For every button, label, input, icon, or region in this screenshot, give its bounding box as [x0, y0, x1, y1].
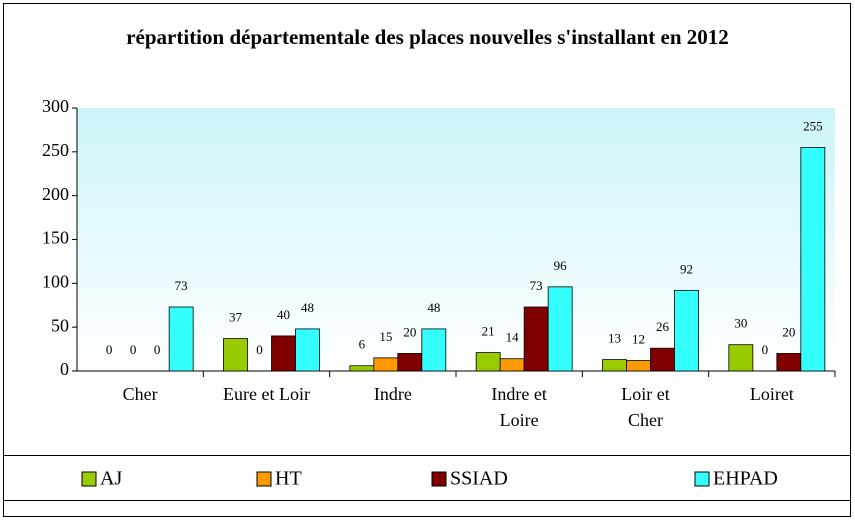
data-label: 12	[632, 331, 645, 346]
data-label: 15	[379, 329, 392, 344]
data-label: 30	[734, 316, 747, 331]
bar	[373, 357, 399, 372]
data-label: 20	[782, 324, 795, 339]
plot-area	[77, 108, 835, 371]
bar	[650, 347, 675, 372]
y-tick-label: 200	[42, 184, 69, 204]
bar	[776, 353, 802, 372]
chart-title: répartition départementale des places no…	[126, 25, 729, 49]
y-tick-label: 100	[42, 271, 69, 291]
data-label: 48	[427, 300, 440, 315]
data-label: 48	[301, 300, 314, 315]
legend-swatch	[81, 471, 97, 487]
data-label: 26	[656, 319, 670, 334]
x-tick-label: Loiret	[749, 384, 794, 404]
bar	[800, 147, 826, 372]
y-tick-label: 300	[42, 96, 69, 116]
x-tick-label: Indre et Loire	[491, 384, 547, 430]
bar	[421, 328, 447, 372]
bar	[728, 344, 754, 372]
legend-swatch	[256, 471, 272, 487]
bar	[602, 359, 627, 372]
data-label: 20	[403, 324, 416, 339]
data-label: 21	[482, 324, 495, 339]
bar	[271, 335, 296, 372]
data-label: 14	[506, 330, 520, 345]
bar	[547, 286, 573, 372]
legend-label: SSIAD	[450, 468, 508, 490]
data-label: 13	[608, 331, 621, 346]
bar	[523, 306, 549, 372]
data-label: 96	[554, 258, 568, 273]
bar	[168, 306, 194, 372]
y-tick-label: 50	[51, 315, 69, 335]
bar	[223, 338, 248, 372]
legend-swatch	[694, 471, 710, 487]
legend-label: HT	[275, 468, 302, 490]
bar	[349, 365, 375, 372]
bar	[475, 352, 501, 372]
x-tick-label: Cher	[122, 384, 158, 404]
y-tick-label: 150	[42, 228, 69, 248]
y-tick-label: 0	[60, 359, 69, 379]
data-label: 0	[106, 342, 113, 357]
legend-swatch	[431, 471, 447, 487]
bar	[499, 358, 525, 372]
data-label: 40	[277, 307, 290, 322]
x-tick-label: Indre	[373, 384, 412, 404]
data-label: 0	[154, 342, 161, 357]
data-label: 6	[359, 337, 366, 352]
title-box: répartition départementale des places no…	[126, 25, 729, 49]
data-label: 73	[175, 278, 188, 293]
x-tick-label: Loir et Cher	[621, 384, 670, 430]
data-label: 0	[130, 342, 137, 357]
bar	[397, 353, 423, 372]
data-label: 0	[256, 342, 263, 357]
bar	[626, 360, 651, 372]
y-tick-label: 250	[42, 140, 69, 160]
data-label: 73	[530, 278, 543, 293]
data-label: 37	[229, 310, 243, 325]
data-label: 0	[762, 342, 769, 357]
legend-label: EHPAD	[713, 468, 778, 490]
data-label: 92	[680, 261, 693, 276]
bar	[674, 289, 699, 372]
x-tick-label: Eure et Loir	[223, 384, 310, 404]
data-label: 255	[803, 118, 823, 133]
bar	[295, 328, 320, 372]
legend-label: AJ	[100, 468, 122, 490]
